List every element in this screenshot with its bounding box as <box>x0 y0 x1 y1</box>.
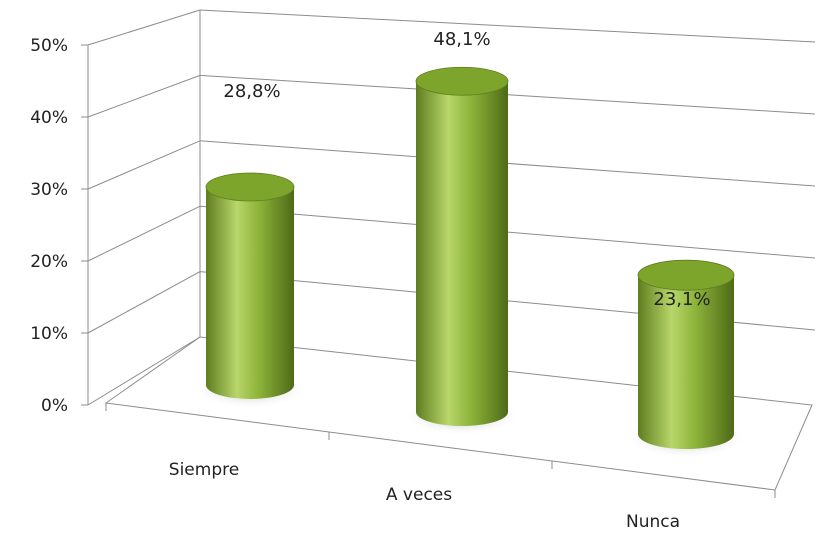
x-category-label: Siempre <box>169 460 239 480</box>
bar-top <box>637 259 735 291</box>
data-label: 28,8% <box>223 81 280 102</box>
y-tick-label: 0% <box>41 396 68 416</box>
axis-layer: 0% 10% 20% 30% 40% 50% <box>30 10 813 498</box>
y-tick-label: 30% <box>30 180 68 200</box>
data-label: 48,1% <box>433 29 490 50</box>
x-category-label: Nunca <box>626 512 680 530</box>
labels-layer: Siempre A veces Nunca 28,8% 48,1% 23,1% <box>169 29 711 532</box>
y-tick-label: 20% <box>30 252 68 272</box>
bars-layer <box>192 66 748 459</box>
gridline-left <box>87 271 201 334</box>
bar-a-veces <box>416 81 508 426</box>
gridline-left <box>87 74 201 118</box>
y-tick-label: 10% <box>30 324 68 344</box>
data-label: 23,1% <box>653 289 710 310</box>
gridline-left <box>87 140 201 190</box>
bar-nunca <box>638 275 734 449</box>
y-tick-label: 50% <box>30 36 68 56</box>
gridline-left <box>87 336 201 406</box>
gridline-back <box>199 9 816 43</box>
y-tick-label: 40% <box>30 108 68 128</box>
bar-siempre <box>206 186 294 399</box>
bar-top <box>205 172 295 202</box>
bar-top <box>415 66 509 96</box>
gridline-left <box>87 9 201 46</box>
x-category-label: A veces <box>386 485 452 505</box>
gridline-left <box>87 205 201 262</box>
